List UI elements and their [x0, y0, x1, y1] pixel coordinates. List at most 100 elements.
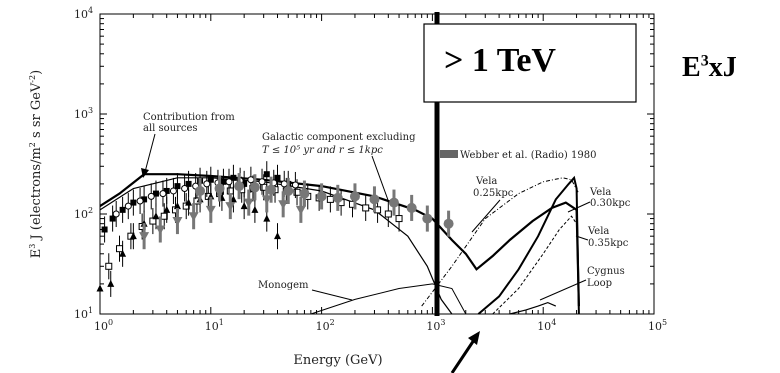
data-point	[182, 202, 190, 210]
data-point	[119, 206, 126, 213]
data-point	[205, 205, 216, 215]
side-label-base: E	[682, 52, 701, 83]
data-point	[406, 202, 417, 213]
pointer-monogem	[311, 289, 353, 301]
data-point	[195, 185, 206, 196]
data-point	[234, 181, 245, 192]
annotation-contribution-1: Contribution from	[143, 112, 235, 123]
data-point	[155, 225, 166, 235]
x-tick-label: 104	[537, 318, 556, 333]
bottom-arrow-head	[468, 331, 480, 345]
data-point	[384, 210, 392, 218]
data-point	[443, 218, 454, 229]
data-point	[220, 178, 227, 185]
data-point	[249, 182, 260, 193]
y-tick-label: 104	[74, 6, 93, 21]
y-axis-label-exp3: 3	[28, 244, 37, 249]
annotation-webber: Webber et al. (Radio) 1980	[460, 150, 596, 161]
data-point	[225, 202, 236, 212]
annotation-cygnus-2: Loop	[587, 278, 612, 289]
data-point	[173, 202, 181, 210]
data-point	[291, 181, 299, 189]
data-point	[225, 178, 233, 186]
annotation-vela030-2: 0.30kpc	[590, 198, 631, 209]
data-point	[395, 215, 403, 223]
data-point	[251, 205, 259, 213]
annotation-galactic-2: T ≤ 10⁵ yr and r ≤ 1kpc	[262, 145, 383, 156]
data-point	[136, 197, 144, 205]
data-point	[169, 187, 177, 195]
curve-cygnus	[509, 301, 557, 315]
annotation-vela035-2: 0.35kpc	[588, 238, 629, 249]
side-label-exp: 3	[700, 52, 709, 70]
y-axis-label-mid: J (electrons/m	[29, 147, 44, 243]
data-point	[188, 212, 199, 222]
y-axis-label-post: )	[29, 70, 44, 75]
data-point	[214, 183, 225, 194]
data-point	[107, 279, 115, 287]
x-tick-label: 102	[316, 318, 335, 333]
data-point	[243, 198, 254, 208]
data-point	[295, 205, 306, 215]
side-label-rest: xJ	[708, 52, 737, 83]
data-point	[124, 202, 132, 210]
webber-radio-band	[440, 150, 458, 158]
annotation-vela025-2: 0.25kpc	[473, 188, 514, 199]
data-point	[129, 232, 137, 240]
data-point	[174, 183, 181, 190]
data-point	[274, 232, 282, 240]
data-point	[147, 192, 155, 200]
pointer-contribution	[144, 133, 156, 173]
tev-overlay-title: > 1 TeV	[444, 42, 556, 79]
data-point	[185, 198, 193, 206]
y-tick-label: 102	[74, 206, 93, 221]
curve-monogem	[310, 283, 467, 315]
data-point	[388, 197, 399, 208]
data-point	[263, 214, 271, 222]
data-point	[274, 174, 281, 181]
data-point	[207, 192, 215, 200]
data-point	[152, 212, 160, 220]
pointer-contribution-head	[141, 168, 149, 178]
annotation-monogem: Monogem	[258, 280, 309, 291]
pointer-galactic	[371, 155, 389, 201]
x-tick-label: 100	[94, 318, 113, 333]
data-point	[112, 210, 120, 218]
curve-vela030	[477, 175, 580, 315]
tick-marks	[99, 14, 654, 315]
curve-total	[99, 173, 580, 307]
tev-box	[423, 23, 637, 103]
data-point	[230, 174, 237, 181]
data-point	[130, 199, 137, 206]
markers-layer	[96, 161, 454, 302]
data-point	[163, 205, 171, 213]
x-tick-label: 105	[648, 318, 667, 333]
annotation-galactic-1: Galactic component excluding	[262, 132, 416, 143]
data-point	[207, 176, 214, 183]
annotation-cygnus-1: Cygnus	[587, 266, 625, 277]
curve-vela035	[492, 215, 580, 315]
y-axis-label: E3 J (electrons/m2 s sr GeV-2)	[28, 70, 44, 258]
curve-vela025	[421, 177, 580, 307]
annotation-vela030-1: Vela	[589, 187, 611, 198]
data-point	[280, 180, 288, 188]
data-point	[326, 195, 334, 203]
data-point	[261, 195, 272, 205]
data-point	[101, 226, 108, 233]
pointer-cygnus	[539, 279, 587, 301]
pointer-vela025	[471, 199, 501, 233]
data-point	[172, 217, 183, 227]
data-point	[116, 245, 124, 253]
data-point	[181, 184, 189, 192]
data-point	[241, 180, 248, 187]
data-point	[369, 194, 380, 205]
annotation-vela035-1: Vela	[587, 226, 609, 237]
pointer-vela030	[567, 201, 591, 213]
data-point	[349, 191, 360, 202]
data-point	[247, 176, 255, 184]
data-point	[185, 180, 192, 187]
y-axis-label-pre: E	[29, 249, 44, 259]
y-tick-label: 103	[74, 106, 93, 121]
x-tick-label: 103	[426, 318, 445, 333]
annotation-contribution-2: all sources	[143, 123, 198, 134]
